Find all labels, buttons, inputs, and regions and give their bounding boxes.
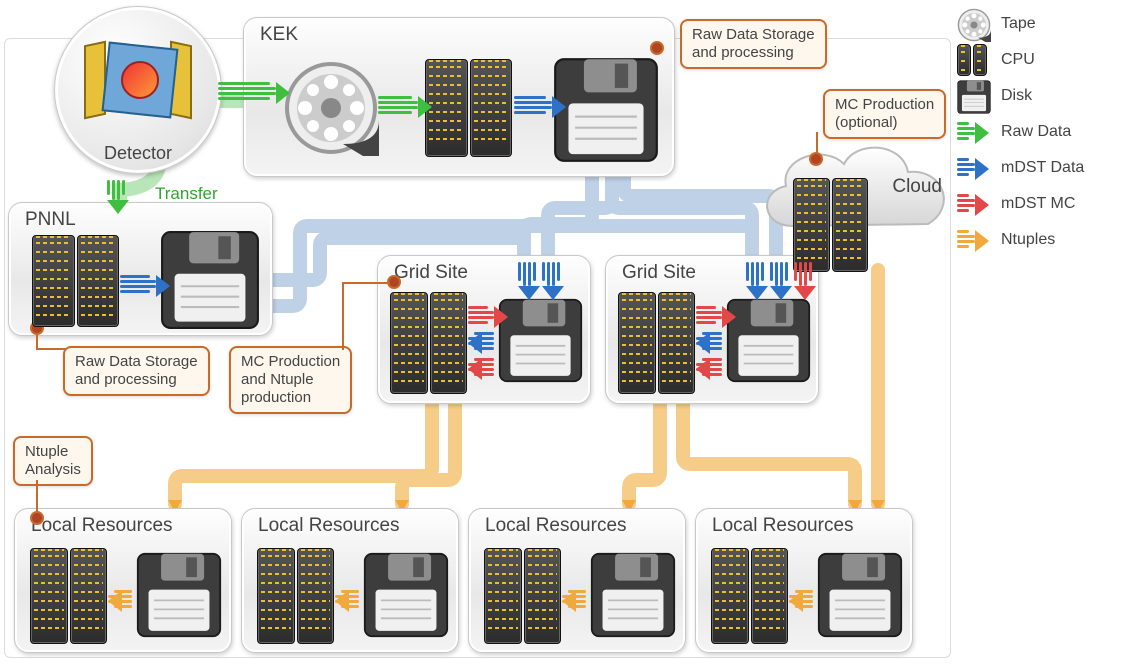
disk-icon: [553, 57, 659, 163]
data-flow-arrow: [562, 590, 600, 612]
callout-grid: MC Production and Ntuple production: [229, 346, 352, 414]
disk-icon: [590, 548, 676, 642]
legend-ntuples: Ntuples: [957, 222, 1117, 258]
disk-icon: [498, 293, 583, 388]
legend-cpu-label: CPU: [1001, 51, 1035, 69]
callout-grid-text: MC Production and Ntuple production: [241, 353, 340, 407]
legend-mdst-data-label: mDST Data: [1001, 159, 1084, 177]
callout-pnnl-text: Raw Data Storage and processing: [75, 353, 198, 389]
data-flow-arrow: [746, 262, 768, 300]
data-flow-arrow: [107, 180, 129, 214]
data-flow-arrow: [468, 332, 508, 354]
data-flow-arrow: [108, 590, 146, 612]
panel-local2-title: Local Resources: [258, 515, 400, 537]
legend-raw-label: Raw Data: [1001, 123, 1071, 141]
data-flow-arrow: [542, 262, 564, 300]
data-flow-arrow: [468, 306, 508, 328]
detector: Detector: [54, 6, 222, 174]
cloud-label: Cloud: [892, 176, 942, 198]
data-flow-arrow: [696, 306, 736, 328]
cpu-icon: [425, 59, 512, 155]
callout-grid-line: [342, 282, 390, 350]
legend-mdst-mc-label: mDST MC: [1001, 195, 1075, 213]
disk-icon: [363, 548, 449, 642]
panel-local4-title: Local Resources: [712, 515, 854, 537]
tape-icon: [283, 60, 379, 156]
legend-tape: Tape: [957, 6, 1117, 42]
data-flow-arrow: [696, 332, 736, 354]
panel-grid2-title: Grid Site: [622, 262, 696, 284]
callout-ntuple-line: [36, 480, 38, 512]
disk-icon: [136, 548, 222, 642]
callout-pnnl: Raw Data Storage and processing: [63, 346, 210, 396]
callout-cloud-dot: [809, 152, 823, 166]
callout-kek: Raw Data Storage and processing: [680, 19, 827, 69]
data-flow-arrow: [957, 122, 989, 144]
data-flow-arrow: [378, 96, 432, 118]
disk-icon: [817, 548, 903, 642]
disk-icon: [726, 293, 811, 388]
cpu-icon: [484, 548, 561, 642]
data-flow-arrow: [518, 262, 540, 300]
legend-ntuples-label: Ntuples: [1001, 231, 1055, 249]
data-flow-arrow: [794, 262, 816, 300]
callout-cloud-line: [816, 132, 818, 154]
legend-mdst-data: mDST Data: [957, 150, 1117, 186]
data-flow-arrow: [770, 262, 792, 300]
callout-ntuple: Ntuple Analysis: [13, 436, 93, 486]
data-flow-arrow: [957, 230, 989, 252]
legend-tape-label: Tape: [1001, 15, 1036, 33]
legend-disk: Disk: [957, 78, 1117, 114]
callout-cloud-text: MC Production (optional): [835, 96, 934, 132]
data-flow-arrow: [957, 158, 989, 180]
diagram-canvas: Detector Transfer KEK PNNL Grid Site Gri…: [0, 0, 1123, 664]
disk-icon: [160, 230, 260, 330]
cpu-icon: [711, 548, 788, 642]
data-flow-arrow: [696, 358, 736, 380]
cpu-icon: [793, 178, 868, 270]
cpu-icon: [618, 292, 695, 392]
panel-kek-title: KEK: [260, 24, 298, 46]
data-flow-arrow: [957, 194, 989, 216]
panel-local1-title: Local Resources: [31, 515, 173, 537]
callout-kek-text: Raw Data Storage and processing: [692, 26, 815, 62]
data-flow-arrow: [335, 590, 373, 612]
callout-ntuple-text: Ntuple Analysis: [25, 443, 81, 479]
data-flow-arrow: [514, 96, 566, 118]
panel-grid1-title: Grid Site: [394, 262, 468, 284]
callout-ntuple-dot: [30, 511, 44, 525]
detector-label: Detector: [54, 143, 222, 164]
panel-pnnl-title: PNNL: [25, 209, 76, 231]
panel-local3-title: Local Resources: [485, 515, 627, 537]
callout-kek-dot: [650, 41, 664, 55]
legend-raw: Raw Data: [957, 114, 1117, 150]
transfer-label: Transfer: [155, 184, 218, 204]
cpu-icon: [32, 235, 119, 325]
callout-pnnl-line: [36, 334, 66, 350]
legend: Tape CPU Disk Raw Data mDST Data mDST MC…: [957, 6, 1117, 258]
cpu-icon: [390, 292, 467, 392]
data-flow-arrow: [218, 82, 290, 104]
data-flow-arrow: [120, 275, 170, 297]
legend-mdst-mc: mDST MC: [957, 186, 1117, 222]
callout-cloud: MC Production (optional): [823, 89, 946, 139]
legend-cpu: CPU: [957, 42, 1117, 78]
data-flow-arrow: [789, 590, 827, 612]
data-flow-arrow: [468, 358, 508, 380]
legend-disk-label: Disk: [1001, 87, 1032, 105]
cpu-icon: [257, 548, 334, 642]
cpu-icon: [30, 548, 107, 642]
